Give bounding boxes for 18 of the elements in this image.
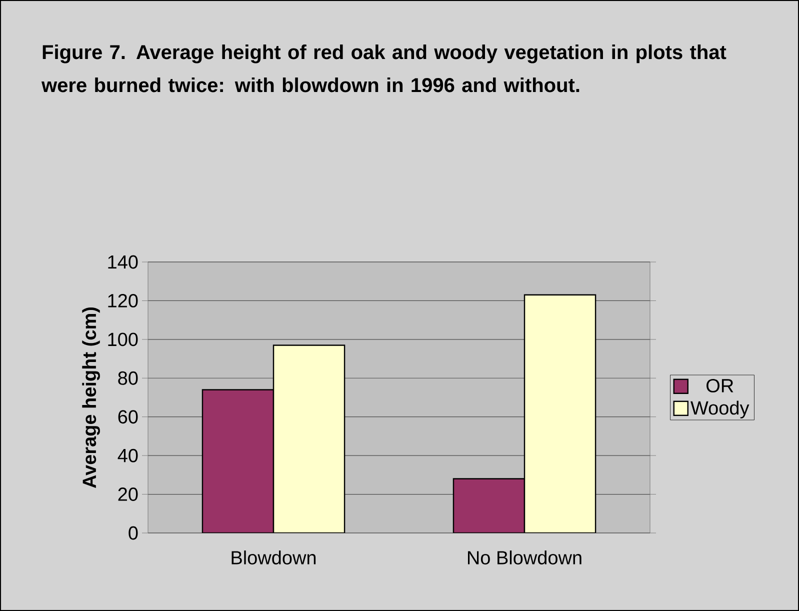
bar <box>202 389 274 533</box>
legend-label: OR <box>706 378 734 392</box>
bar <box>524 294 596 533</box>
x-tick-label: Blowdown <box>232 550 316 564</box>
bar <box>272 344 346 533</box>
y-tick-label: 60 <box>118 410 138 424</box>
y-tick-label: 40 <box>118 448 138 462</box>
y-tick-label: 100 <box>108 332 138 346</box>
bar <box>452 478 526 533</box>
y-tick-label: 120 <box>108 294 138 308</box>
y-tick-label: 20 <box>118 488 138 501</box>
y-tick-label: 140 <box>108 255 138 269</box>
legend-label: Woody <box>690 400 750 418</box>
y-tick-label: 80 <box>118 371 138 385</box>
x-tick-label: No Blowdown <box>468 550 582 564</box>
y-axis-title: Average height (cm) <box>82 307 100 488</box>
chart-title: Figure 7. Average height of red oak and woody vegetation in plots that were burned twice: with blowdown in 1996 and without. <box>41 44 726 92</box>
y-tick-label: 0 <box>128 526 138 540</box>
